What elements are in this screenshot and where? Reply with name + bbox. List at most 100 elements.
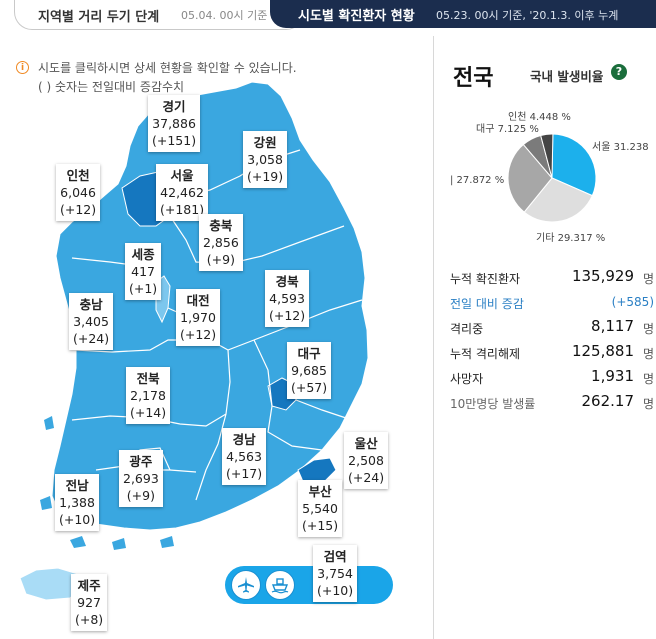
stat-label: 누적 확진환자 bbox=[450, 272, 521, 286]
ratio-pie-chart: 인천 4.448 % 대구 7.125 % 서울 31.238 | 27.872… bbox=[434, 100, 656, 250]
region-label-jeonbuk[interactable]: 전북 2,178 (+14) bbox=[126, 367, 171, 424]
region-name: 경북 bbox=[275, 274, 299, 289]
region-delta: (+24) bbox=[348, 470, 385, 485]
pie-label-incheon: 인천 4.448 % bbox=[508, 112, 571, 123]
region-label-daejeon[interactable]: 대전 1,970 (+12) bbox=[176, 289, 221, 346]
region-delta: (+9) bbox=[206, 252, 235, 267]
region-label-daegu[interactable]: 대구 9,685 (+57) bbox=[287, 342, 332, 399]
tab-confirmed-status[interactable]: 시도별 확진환자 현황 05.23. 00시 기준, '20.1.3. 이후 누… bbox=[270, 0, 656, 28]
region-delta: (+19) bbox=[247, 169, 284, 184]
region-label-ulsan[interactable]: 울산 2,508 (+24) bbox=[344, 432, 389, 489]
region-delta: (+10) bbox=[317, 583, 354, 598]
region-delta: (+24) bbox=[73, 331, 110, 346]
question-circle-icon[interactable]: ? bbox=[611, 64, 627, 80]
region-delta: (+57) bbox=[291, 380, 328, 395]
region-label-seoul[interactable]: 서울 42,462 (+181) bbox=[156, 164, 209, 221]
stat-label: 사망자 bbox=[450, 372, 484, 386]
stat-label: 10만명당 발생률 bbox=[450, 397, 536, 411]
stat-value: 1,931 bbox=[591, 367, 634, 385]
tab-bar: 지역별 거리 두기 단계 05.04. 00시 기준 시도별 확진환자 현황 0… bbox=[0, 0, 656, 34]
stat-label: 누적 격리해제 bbox=[450, 347, 521, 361]
region-delta: (+12) bbox=[269, 308, 306, 323]
region-name: 인천 bbox=[66, 168, 90, 183]
stat-value: 135,929 bbox=[571, 267, 634, 285]
region-label-busan[interactable]: 부산 5,540 (+15) bbox=[298, 480, 343, 537]
map-island bbox=[70, 536, 86, 548]
panel-divider bbox=[433, 36, 434, 639]
pie-slice-0[interactable] bbox=[551, 133, 597, 197]
tab-distance-level[interactable]: 지역별 거리 두기 단계 05.04. 00시 기준 bbox=[14, 0, 304, 30]
stat-row-deaths: 사망자 1,931 명 bbox=[450, 366, 656, 391]
region-count: 4,593 bbox=[269, 291, 305, 306]
region-delta: (+181) bbox=[160, 202, 205, 217]
region-name: 서울 bbox=[170, 168, 194, 183]
ship-icon bbox=[271, 578, 289, 594]
region-delta: (+1) bbox=[129, 281, 158, 296]
pie-label-daegu: 대구 7.125 % bbox=[476, 124, 539, 135]
region-name: 대전 bbox=[186, 293, 210, 308]
region-count: 42,462 bbox=[160, 185, 204, 200]
stat-value: 125,881 bbox=[571, 342, 634, 360]
map-island bbox=[44, 416, 54, 430]
region-label-jeonnam[interactable]: 전남 1,388 (+10) bbox=[55, 474, 100, 531]
stat-unit: 명 bbox=[642, 272, 654, 286]
region-label-gangwon[interactable]: 강원 3,058 (+19) bbox=[243, 131, 288, 188]
stat-unit: 명 bbox=[642, 397, 654, 411]
korea-map: 경기 37,886 (+151) 강원 3,058 (+19) 인천 6,046… bbox=[20, 82, 393, 631]
region-name: 검역 bbox=[323, 549, 347, 564]
region-label-jeju[interactable]: 제주 927 (+8) bbox=[71, 574, 108, 631]
region-name: 광주 bbox=[129, 454, 153, 469]
stat-value: 8,117 bbox=[591, 317, 634, 335]
region-delta: (+10) bbox=[59, 512, 96, 527]
stat-row-incidence-rate: 10만명당 발생률 262.17 명 bbox=[450, 391, 656, 416]
airplane-icon bbox=[238, 577, 254, 593]
region-count: 1,970 bbox=[180, 310, 216, 325]
airplane-button[interactable] bbox=[231, 570, 261, 600]
region-label-chungbuk[interactable]: 충북 2,856 (+9) bbox=[199, 214, 243, 271]
region-label-quarantine[interactable]: 검역 3,754 (+10) bbox=[313, 545, 358, 602]
region-name: 경기 bbox=[162, 99, 186, 114]
pie-slice-2[interactable] bbox=[507, 143, 553, 213]
region-count: 2,178 bbox=[130, 388, 166, 403]
region-count: 6,046 bbox=[60, 185, 96, 200]
region-label-gyeongbuk[interactable]: 경북 4,593 (+12) bbox=[265, 270, 310, 327]
region-label-incheon[interactable]: 인천 6,046 (+12) bbox=[56, 164, 101, 221]
pie-slice-4[interactable] bbox=[540, 133, 554, 179]
region-name: 강원 bbox=[253, 135, 277, 150]
tab-distance-date: 05.04. 00시 기준 bbox=[181, 9, 268, 22]
region-name: 충북 bbox=[209, 218, 233, 233]
tab-status-date: 05.23. 00시 기준, '20.1.3. 이후 누계 bbox=[436, 9, 619, 22]
region-name: 전북 bbox=[136, 371, 160, 386]
stat-unit: 명 bbox=[642, 322, 654, 336]
notice-line-1: 시도를 클릭하시면 상세 현황을 확인할 수 있습니다. bbox=[38, 61, 297, 75]
ship-button[interactable] bbox=[265, 570, 295, 600]
region-label-gyeonggi[interactable]: 경기 37,886 (+151) bbox=[148, 95, 201, 152]
region-name: 세종 bbox=[131, 247, 155, 262]
stat-label: 격리중 bbox=[450, 322, 484, 336]
pie-slice-1[interactable] bbox=[523, 177, 593, 223]
stat-value: (+585) bbox=[611, 295, 654, 309]
region-label-gwangju[interactable]: 광주 2,693 (+9) bbox=[119, 450, 163, 507]
region-count: 4,563 bbox=[226, 449, 262, 464]
region-label-sejong[interactable]: 세종 417 (+1) bbox=[125, 243, 162, 300]
map-island bbox=[112, 538, 126, 550]
region-name: 제주 bbox=[77, 578, 101, 593]
region-label-chungnam[interactable]: 충남 3,405 (+24) bbox=[69, 293, 114, 350]
region-delta: (+14) bbox=[130, 405, 167, 420]
stat-row-cumulative: 누적 확진환자 135,929 명 bbox=[450, 266, 656, 291]
region-delta: (+12) bbox=[180, 327, 217, 342]
pie-svg bbox=[507, 133, 597, 223]
region-name: 경남 bbox=[232, 432, 256, 447]
quarantine-pill[interactable] bbox=[225, 566, 393, 604]
region-count: 37,886 bbox=[152, 116, 196, 131]
region-count: 9,685 bbox=[291, 363, 327, 378]
region-count: 2,508 bbox=[348, 453, 384, 468]
region-name: 충남 bbox=[79, 297, 103, 312]
region-count: 417 bbox=[131, 264, 156, 279]
map-island bbox=[40, 496, 52, 510]
stat-label: 전일 대비 증감 bbox=[450, 297, 524, 311]
region-name: 부산 bbox=[308, 484, 332, 499]
region-label-gyeongnam[interactable]: 경남 4,563 (+17) bbox=[222, 428, 267, 485]
stat-unit: 명 bbox=[642, 347, 654, 361]
tab-status-title: 시도별 확진환자 현황 bbox=[298, 9, 415, 24]
